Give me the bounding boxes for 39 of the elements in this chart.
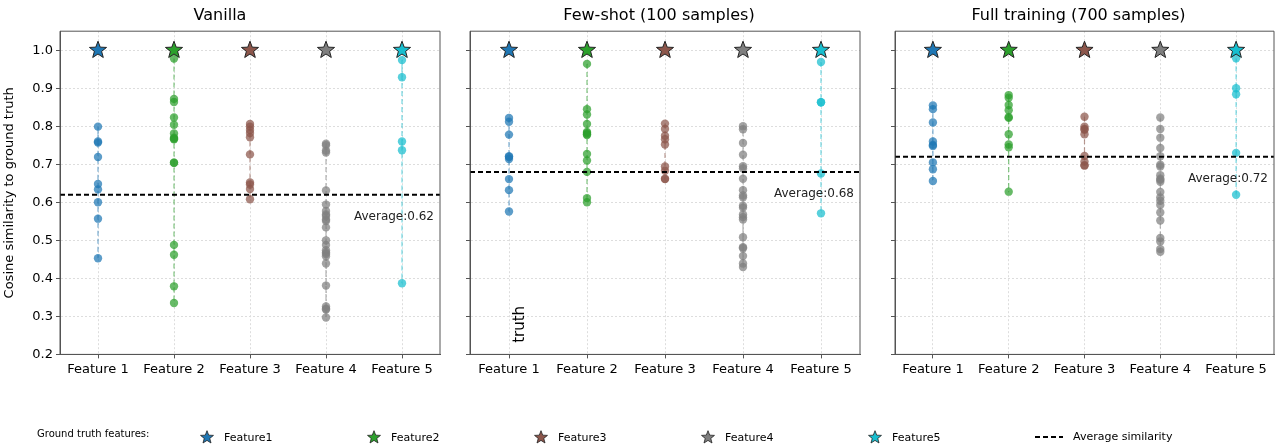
y-tick-label: 0.9	[32, 79, 53, 95]
x-tick-label: Feature 3	[219, 360, 281, 376]
x-tick-label: Feature 5	[371, 360, 433, 376]
ref-line-label: Average:0.68	[773, 186, 854, 201]
y-tick-label: 0.7	[32, 155, 53, 171]
y-tick-label: 0.6	[32, 193, 53, 209]
y-tick-label: 0.5	[32, 231, 53, 247]
x-tick-label: Feature 4	[712, 360, 774, 376]
x-tick-label: Feature 3	[634, 360, 696, 376]
x-tick-label: Feature 1	[478, 360, 540, 376]
y-axis-title: Cosine similarity to ground truth	[1, 87, 17, 299]
x-tick-label: Feature 2	[977, 360, 1040, 376]
legend-label: Feature3	[558, 430, 607, 444]
chart-title: Full training (700 samples)	[971, 4, 1186, 24]
ref-line-label: Average:0.62	[353, 208, 434, 223]
x-tick-label: Feature 1	[67, 360, 129, 376]
legend-label: Feature5	[892, 430, 941, 444]
y-tick-label: 0.4	[32, 269, 53, 285]
x-tick-label: Feature 4	[295, 360, 357, 376]
legend-label: Feature4	[725, 430, 774, 444]
annotation: truth	[509, 305, 528, 343]
x-tick-label: Feature 5	[1205, 360, 1267, 376]
ref-line-label: Average:0.72	[1187, 170, 1268, 185]
chart-title: Vanilla	[193, 4, 247, 24]
text: Average similarity	[1073, 430, 1173, 443]
legend-label: Feature2	[391, 430, 440, 444]
y-tick-label: 0.2	[32, 345, 53, 361]
y-tick-label: 1.0	[32, 41, 53, 57]
legend-title: Ground truth features:	[37, 428, 150, 439]
chart-title: Few-shot (100 samples)	[563, 4, 755, 24]
y-tick-label: 0.3	[32, 307, 53, 323]
x-tick-label: Feature 3	[1053, 360, 1116, 376]
x-tick-label: Feature 2	[143, 360, 205, 376]
y-tick-label: 0.8	[32, 117, 53, 133]
x-tick-label: Feature 2	[556, 360, 618, 376]
legend-label: Feature1	[224, 430, 273, 444]
x-tick-label: Feature 1	[902, 360, 964, 376]
x-tick-label: Feature 5	[790, 360, 852, 376]
x-tick-label: Feature 4	[1129, 360, 1192, 376]
